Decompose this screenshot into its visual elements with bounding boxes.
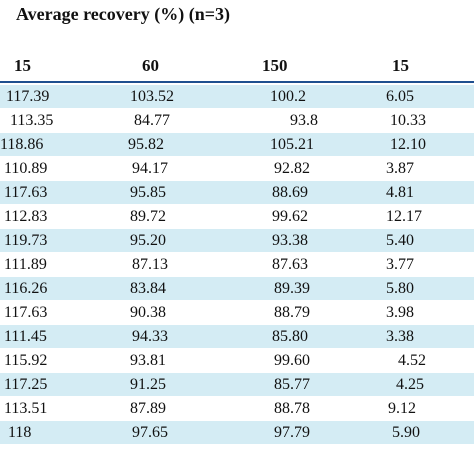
- table-cell: 5.80: [386, 280, 414, 297]
- table-body: 117.39 103.52 100.2 6.05 113.35 84.77 93.8 10.3…: [0, 85, 474, 445]
- table-cell: 95.82: [128, 136, 164, 153]
- table-row: 110.89 94.17 92.82 3.87: [0, 157, 474, 181]
- table-cell: 103.52: [130, 88, 174, 105]
- column-header: 15: [14, 56, 31, 75]
- table-cell: 119.73: [4, 232, 48, 249]
- table-cell: 110.89: [4, 160, 48, 177]
- table-cell: 90.38: [130, 304, 166, 321]
- table-cell: 87.89: [130, 400, 166, 417]
- table-cell: 85.77: [274, 376, 310, 393]
- table-cell: 118.86: [0, 136, 44, 153]
- column-header: 15: [392, 56, 409, 75]
- table-cell: 111.89: [4, 256, 47, 273]
- table-cell: 4.25: [396, 376, 424, 393]
- table-cell: 89.72: [130, 208, 166, 225]
- table-cell: 95.20: [130, 232, 166, 249]
- table-header-row: 15 60 150 15: [0, 54, 474, 78]
- table-cell: 3.38: [386, 328, 414, 345]
- table-cell: 12.17: [386, 208, 422, 225]
- table-cell: 89.39: [274, 280, 310, 297]
- table-cell: 5.40: [386, 232, 414, 249]
- table-cell: 117.63: [4, 184, 48, 201]
- table-cell: 3.77: [386, 256, 414, 273]
- table-cell: 5.90: [392, 424, 420, 441]
- table-cell: 12.10: [390, 136, 426, 153]
- table-cell: 84.77: [134, 112, 170, 129]
- table-row: 115.92 93.81 99.60 4.52: [0, 349, 474, 373]
- table-cell: 113.35: [10, 112, 54, 129]
- table-cell: 100.2: [270, 88, 306, 105]
- table-cell: 6.05: [386, 88, 414, 105]
- table-cell: 3.87: [386, 160, 414, 177]
- table-row: 119.73 95.20 93.38 5.40: [0, 229, 474, 253]
- table-row: 111.89 87.13 87.63 3.77: [0, 253, 474, 277]
- table-cell: 115.92: [4, 352, 48, 369]
- table-row: 117.63 90.38 88.79 3.98: [0, 301, 474, 325]
- table-title: Average recovery (%) (n=3): [16, 4, 230, 24]
- table-row: 117.39 103.52 100.2 6.05: [0, 85, 474, 109]
- table-cell: 93.38: [272, 232, 308, 249]
- column-header: 60: [142, 56, 159, 75]
- table-cell: 10.33: [390, 112, 426, 129]
- table-cell: 99.62: [272, 208, 308, 225]
- table-cell: 117.25: [4, 376, 48, 393]
- table-cell: 91.25: [130, 376, 166, 393]
- table-cell: 113.51: [4, 400, 48, 417]
- table-cell: 111.45: [4, 328, 47, 345]
- table-cell: 105.21: [270, 136, 314, 153]
- table-cell: 93.81: [130, 352, 166, 369]
- header-rule: [0, 81, 474, 83]
- table-cell: 88.69: [272, 184, 308, 201]
- table-cell: 99.60: [274, 352, 310, 369]
- table-cell: 97.79: [274, 424, 310, 441]
- table-cell: 93.8: [290, 112, 318, 129]
- column-header: 150: [262, 56, 288, 75]
- table-row: 112.83 89.72 99.62 12.17: [0, 205, 474, 229]
- table-row: 111.45 94.33 85.80 3.38: [0, 325, 474, 349]
- table-cell: 88.78: [274, 400, 310, 417]
- table-cell: 87.13: [132, 256, 168, 273]
- table-row: 117.63 95.85 88.69 4.81: [0, 181, 474, 205]
- table-cell: 97.65: [132, 424, 168, 441]
- table-cell: 118: [8, 424, 32, 441]
- table-row: 117.25 91.25 85.77 4.25: [0, 373, 474, 397]
- table-cell: 4.81: [386, 184, 414, 201]
- table-cell: 85.80: [272, 328, 308, 345]
- table-row: 118.86 95.82 105.21 12.10: [0, 133, 474, 157]
- table-row: 116.26 83.84 89.39 5.80: [0, 277, 474, 301]
- table-cell: 88.79: [274, 304, 310, 321]
- table-cell: 87.63: [272, 256, 308, 273]
- table-cell: 94.17: [132, 160, 168, 177]
- table-row: 113.51 87.89 88.78 9.12: [0, 397, 474, 421]
- table-cell: 9.12: [388, 400, 416, 417]
- table-cell: 3.98: [386, 304, 414, 321]
- table-row: 118 97.65 97.79 5.90: [0, 421, 474, 445]
- table-cell: 117.39: [6, 88, 50, 105]
- table-cell: 4.52: [398, 352, 426, 369]
- table-cell: 92.82: [274, 160, 310, 177]
- table-row: 113.35 84.77 93.8 10.33: [0, 109, 474, 133]
- table-cell: 117.63: [4, 304, 48, 321]
- table-cell: 94.33: [132, 328, 168, 345]
- table-cell: 83.84: [130, 280, 166, 297]
- table-cell: 95.85: [130, 184, 166, 201]
- table-cell: 112.83: [4, 208, 48, 225]
- table-cell: 116.26: [4, 280, 48, 297]
